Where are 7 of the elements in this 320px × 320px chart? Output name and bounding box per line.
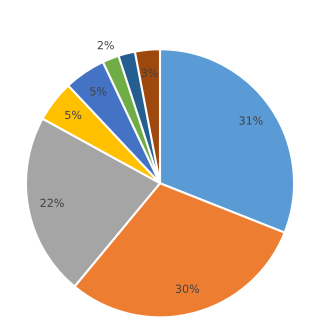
data-label: 2% <box>98 40 114 50</box>
data-label: 5% <box>65 110 82 120</box>
data-label: 30% <box>176 284 200 293</box>
data-label: 22% <box>40 198 64 208</box>
data-label: 31% <box>239 116 263 125</box>
data-label: 3% <box>142 68 158 78</box>
data-label: 5% <box>90 87 106 96</box>
